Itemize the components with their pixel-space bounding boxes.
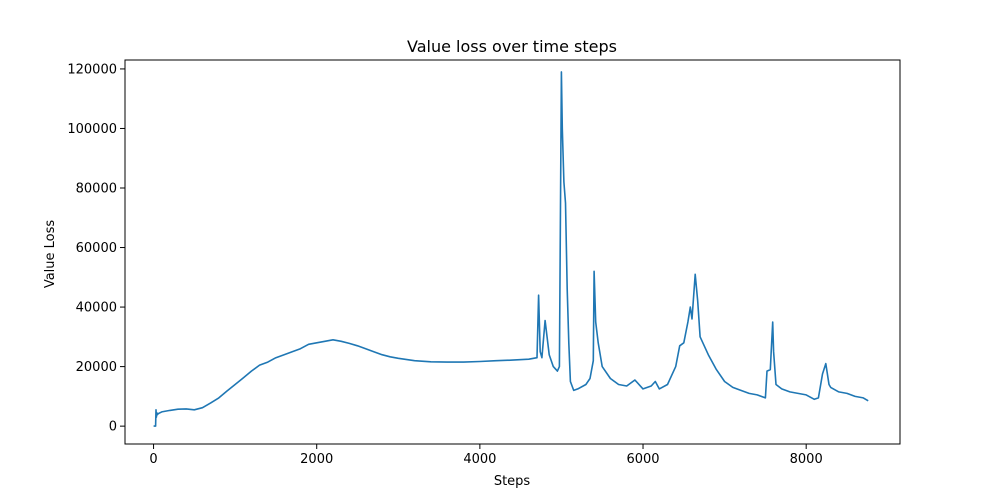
x-tick-label: 2000 [300,452,333,467]
x-tick-label: 0 [149,452,157,467]
y-tick-label: 40000 [76,301,117,316]
y-tick-label: 0 [109,420,117,435]
x-tick-label: 4000 [463,452,496,467]
y-tick-label: 60000 [76,241,117,256]
y-tick-label: 120000 [67,62,117,77]
chart-title: Value loss over time steps [407,37,617,56]
x-tick-label: 6000 [626,452,659,467]
x-axis-label: Steps [494,474,531,489]
x-axis: 0 2000 4000 6000 8000 [149,444,823,467]
y-tick-label: 80000 [76,182,117,197]
y-tick-label: 100000 [67,122,117,137]
plot-frame [124,59,901,445]
y-axis: 0 20000 40000 60000 80000 100000 120000 [67,62,125,435]
x-tick-label: 8000 [790,452,823,467]
series-line [153,71,869,427]
y-axis-label: Value Loss [43,220,58,289]
y-tick-label: 20000 [76,360,117,375]
plot-area [124,59,901,445]
